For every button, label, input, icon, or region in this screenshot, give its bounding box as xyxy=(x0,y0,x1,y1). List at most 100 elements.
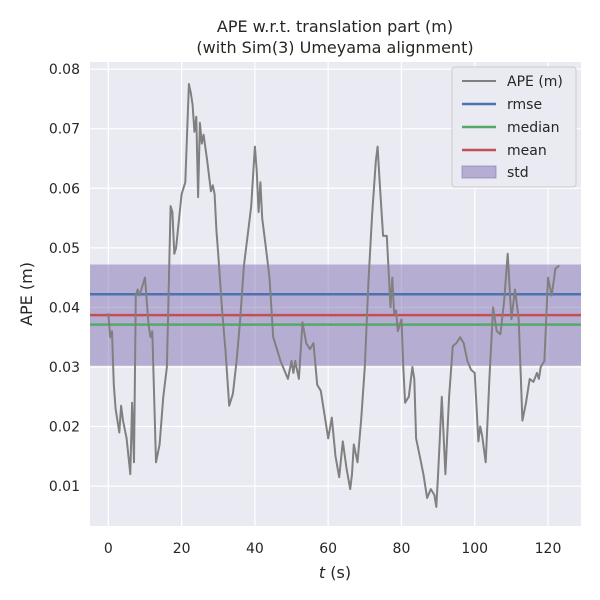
ape-data-point xyxy=(503,300,505,303)
ape-data-point xyxy=(488,378,490,380)
legend-label-std: std xyxy=(507,165,529,181)
ape-data-point xyxy=(135,294,137,297)
ape-data-point xyxy=(510,318,512,320)
ape-data-point xyxy=(171,211,174,213)
x-tick-label: 20 xyxy=(173,541,191,557)
ape-data-point xyxy=(149,336,152,338)
ape-data-point xyxy=(507,253,509,255)
ape-data-point xyxy=(195,116,197,118)
ape-data-point xyxy=(243,265,245,267)
ape-data-point xyxy=(389,306,392,309)
x-tick-label: 0 xyxy=(104,541,113,557)
ape-data-point xyxy=(360,419,362,422)
ape-data-point xyxy=(334,455,337,457)
x-tick-label: 120 xyxy=(535,541,562,557)
ape-data-point xyxy=(364,366,366,368)
ape-data-point xyxy=(419,455,421,457)
ape-data-point xyxy=(215,229,218,231)
ape-data-point xyxy=(115,408,117,410)
ape-data-point xyxy=(437,473,439,475)
ape-data-point xyxy=(162,396,164,398)
ape-data-point xyxy=(166,366,168,368)
x-axis-label: t (s) xyxy=(319,563,351,582)
ape-data-point xyxy=(190,92,192,94)
ape-data-point xyxy=(496,330,498,332)
ape-data-point xyxy=(279,360,282,362)
ape-data-point xyxy=(404,402,406,404)
ape-data-point xyxy=(386,235,388,237)
ape-data-point xyxy=(137,288,139,291)
ape-data-point xyxy=(111,330,113,332)
ape-data-point xyxy=(408,396,410,398)
ape-data-point xyxy=(250,205,252,207)
ape-data-point xyxy=(188,83,190,85)
ape-data-point xyxy=(292,372,294,374)
ape-data-point xyxy=(118,431,120,434)
ape-data-point xyxy=(551,294,553,297)
ape-data-point xyxy=(107,312,109,314)
ape-data-point xyxy=(144,277,146,279)
ape-data-point xyxy=(532,381,534,383)
ape-data-point xyxy=(201,143,203,145)
legend-label-ape: APE (m) xyxy=(507,74,563,90)
ape-data-point xyxy=(558,265,560,267)
x-axis-unit: (s) xyxy=(325,563,351,582)
ape-data-point xyxy=(444,473,447,475)
ape-data-point xyxy=(518,318,520,320)
ape-data-point xyxy=(466,360,469,362)
y-tick-label: 0.06 xyxy=(49,181,80,197)
ape-data-point xyxy=(191,104,194,106)
ape-data-point xyxy=(272,336,274,338)
ape-data-point xyxy=(246,235,249,237)
ape-data-point xyxy=(395,309,397,311)
ape-data-point xyxy=(155,461,157,463)
ape-data-point xyxy=(413,378,415,380)
ape-data-point xyxy=(113,384,115,386)
ape-data-point xyxy=(435,506,437,508)
ape-data-point xyxy=(345,467,348,469)
ape-data-point xyxy=(459,336,461,338)
ape-data-point xyxy=(184,181,186,183)
y-tick-label: 0.03 xyxy=(49,360,80,376)
ape-data-point xyxy=(353,443,355,445)
ape-data-point xyxy=(426,497,428,499)
x-tick-label: 60 xyxy=(319,541,337,557)
ape-data-point xyxy=(433,494,436,496)
ape-data-point xyxy=(485,461,487,463)
ape-data-point xyxy=(316,384,318,386)
ape-data-point xyxy=(540,366,542,368)
ape-data-point xyxy=(351,473,353,475)
ape-data-point xyxy=(217,253,219,255)
ape-data-point xyxy=(309,348,311,350)
ape-data-point xyxy=(327,437,329,440)
ape-data-point xyxy=(448,396,450,398)
ape-data-point xyxy=(206,160,208,163)
ape-data-point xyxy=(202,134,205,136)
ape-data-point xyxy=(474,372,476,374)
ape-data-point xyxy=(377,145,379,148)
ape-data-point xyxy=(356,461,359,463)
ape-data-point xyxy=(212,184,214,186)
ape-data-point xyxy=(290,360,293,362)
ape-data-point xyxy=(536,372,538,374)
ape-data-point xyxy=(452,345,454,347)
x-tick-label: 40 xyxy=(246,541,264,557)
ape-data-point xyxy=(213,193,216,195)
ape-data-point xyxy=(254,145,256,148)
ape-data-point xyxy=(402,366,404,368)
x-axis-variable: t xyxy=(319,563,326,582)
ape-data-point xyxy=(367,279,370,282)
ape-data-point xyxy=(221,306,223,309)
ape-data-point xyxy=(268,277,271,279)
ape-data-point xyxy=(378,178,381,180)
ape-data-point xyxy=(521,419,523,422)
ape-data-point xyxy=(470,369,472,371)
ape-data-point xyxy=(371,214,373,216)
ape-data-point xyxy=(276,348,278,350)
ape-data-point xyxy=(109,336,111,338)
ape-data-point xyxy=(430,488,432,490)
ape-data-point xyxy=(441,396,443,398)
ape-data-point xyxy=(224,351,227,353)
ape-data-point xyxy=(181,193,183,195)
